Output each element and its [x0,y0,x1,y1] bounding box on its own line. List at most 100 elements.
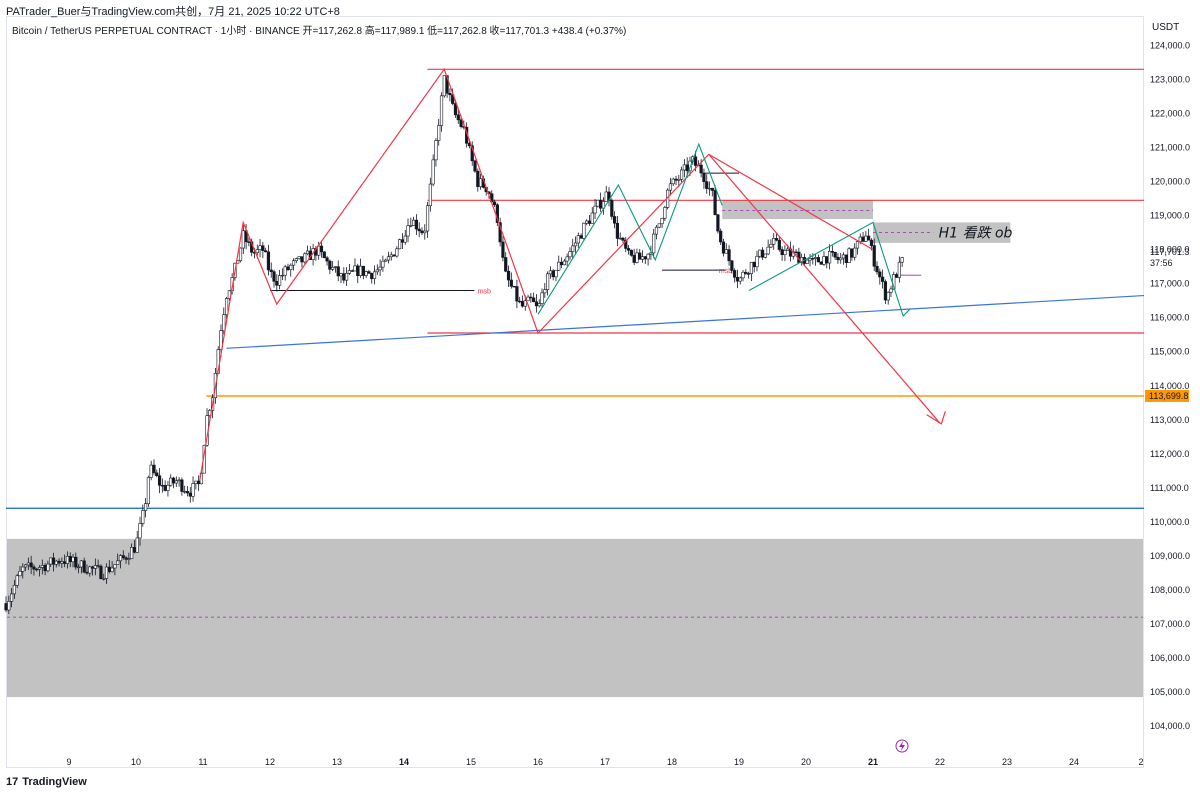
candle-body [537,303,541,307]
candle-body [702,172,706,182]
candle-body [110,567,114,572]
candle-body [386,256,391,261]
candle-body [160,485,164,487]
candle-body [289,264,293,270]
candle-body [345,273,349,281]
candle-body [587,220,592,224]
candle-body [272,271,276,282]
candle-body [258,245,262,250]
candle-body [822,256,826,265]
candle-body [169,477,173,486]
y-tick-label: 121,000.0 [1150,143,1190,153]
candle-body [652,233,656,254]
lightning-bolt [899,741,905,751]
candle-body [102,578,106,580]
candle-body [51,557,56,565]
candle-body [707,187,712,190]
x-tick-label: 13 [332,757,342,767]
x-tick-label: 22 [935,757,945,767]
candle-body [841,254,846,259]
candle-body [177,479,181,482]
candle-body [37,567,42,570]
candle-body [512,285,516,288]
candle-body [180,479,184,492]
candle-body [99,565,103,579]
candle-body [532,297,536,303]
candle-body [389,254,393,258]
currency-label[interactable]: USDT [1152,22,1180,33]
tradingview-brand-text: TradingView [22,776,87,788]
candle-body [269,269,273,272]
candle-body [71,556,75,563]
candle-body [96,565,100,567]
candle-body [336,266,340,277]
candle-body [869,239,874,246]
candle-body [437,125,441,141]
x-tick-label: 12 [265,757,275,767]
candle-body [417,228,421,232]
candle-body [814,257,818,259]
green-wave-1 [537,142,723,315]
candle-body [353,265,357,272]
x-tick-label: 16 [533,757,543,767]
y-axis[interactable]: 124,000.0 123,000.0 122,000.0 121,000.0 120,… [1145,41,1190,732]
candle-body [724,249,728,254]
price-tag-label: 113,699.8 [1149,391,1188,401]
candle-body [121,555,125,559]
candle-body [275,281,279,286]
candle-body [730,260,734,271]
candle-body [171,477,176,484]
candle-body [626,248,631,251]
candle-body [596,199,600,207]
candle-body [523,300,527,307]
candle-body [509,279,513,287]
y-tick-label: 109,000.0 [1150,551,1190,561]
candle-body [576,235,580,244]
candle-body [844,254,848,263]
candle-body [423,230,427,234]
candle-body [571,245,575,252]
candle-body [431,159,435,185]
candle-body [855,241,860,249]
candle-body [660,217,664,225]
x-tick-label: 19 [734,757,744,767]
candle-body [294,258,298,262]
candle-body [409,225,413,227]
candle-body [49,557,53,565]
candle-body [473,160,477,172]
candle-body [783,250,787,256]
candle-body [439,95,444,126]
y-tick-label: 113,000.0 [1150,415,1189,425]
candle-body [414,219,418,230]
candle-body [425,205,430,232]
candle-body [29,562,33,568]
y-tick-label: 118,000.0 [1150,245,1189,255]
x-axis[interactable]: 9 10 11 12 13 14 15 16 17 18 19 20 21 22 23 24 2 [66,757,1143,767]
candle-body [166,484,170,491]
candle-body [85,571,89,574]
candle-body [693,156,698,166]
candle-body [657,223,661,228]
candle-body [350,270,354,272]
tradingview-logo[interactable]: 17 TradingView [6,776,87,788]
candle-body [445,75,449,94]
candle-body [872,245,876,267]
candle-body [568,251,572,258]
candle-body [88,566,92,574]
candle-body [141,510,145,524]
candle-body [264,250,268,253]
x-tick-label: 14 [399,757,409,767]
y-tick-label: 106,000.0 [1150,653,1190,663]
candle-body [629,249,633,256]
y-tick-label: 111,000.0 [1150,483,1189,493]
candle-body [506,270,511,281]
arrow-head [926,411,946,425]
candle-body [283,266,287,276]
y-tick-label: 107,000.0 [1150,619,1190,629]
candle-body [342,273,346,281]
candle-body [529,296,533,299]
candle-body [554,269,558,278]
candle-body [241,230,245,249]
candle-body [705,181,709,189]
